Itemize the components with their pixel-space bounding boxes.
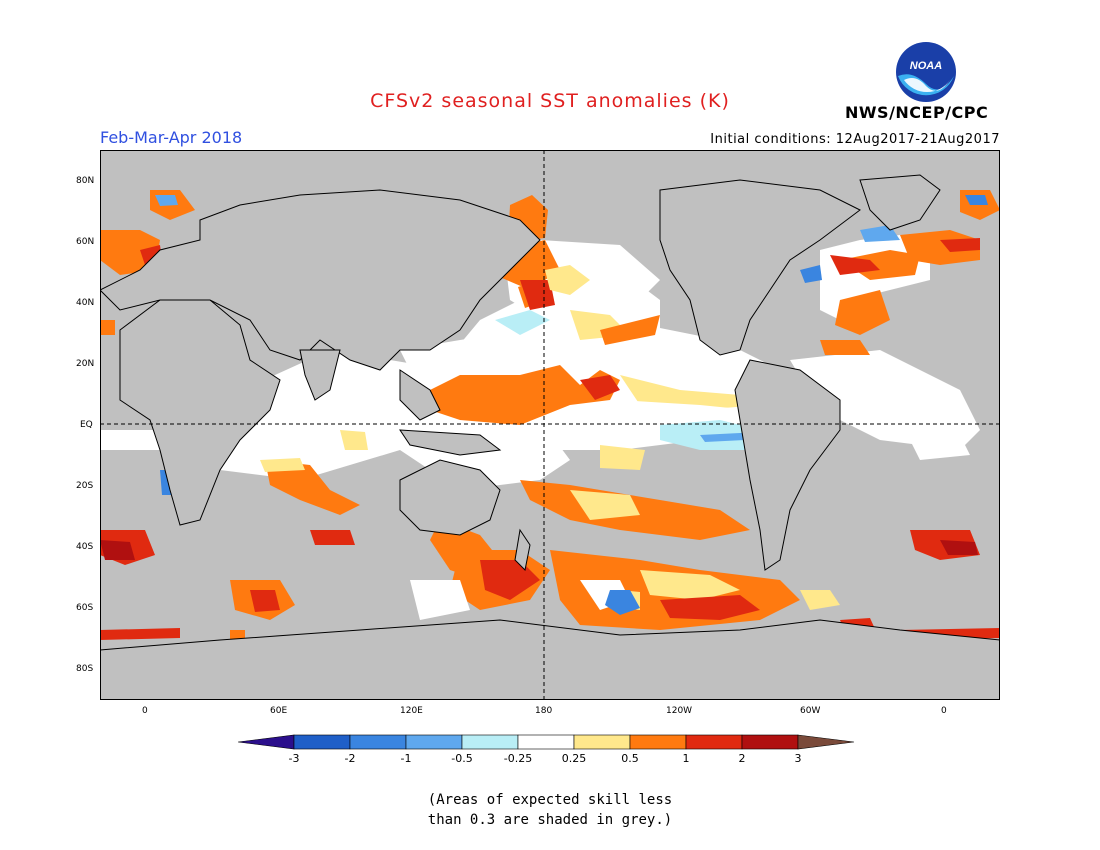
colorbar-swatch: [741, 734, 799, 750]
skill-note: (Areas of expected skill less than 0.3 a…: [0, 790, 1100, 830]
lat-label: 80S: [76, 664, 94, 674]
lon-label: 0: [142, 706, 148, 716]
south-indian-warm: [265, 460, 360, 515]
north-pacific-warm-tongue: [430, 365, 620, 425]
colorbar-label: 1: [682, 752, 690, 765]
skill-note-line2: than 0.3 are shaded in grey.): [427, 812, 673, 828]
map-title: CFSv2 seasonal SST anomalies (K): [370, 90, 730, 112]
colorbar-label: 3: [794, 752, 802, 765]
lat-label: 20S: [76, 481, 94, 491]
lon-label: 120W: [666, 706, 693, 716]
land-masses: [100, 174, 1000, 700]
colorbar-swatch: [573, 734, 631, 750]
colorbar-label: -2: [344, 752, 356, 765]
colorbar-label: -1: [400, 752, 412, 765]
colorbar-max-arrow: [797, 734, 855, 750]
lat-label: EQ: [80, 420, 93, 430]
lat-label: 60S: [76, 603, 94, 613]
colorbar-label: 2: [738, 752, 746, 765]
colorbar-label: 0.25: [561, 752, 587, 765]
colorbar-min-arrow: [238, 734, 295, 750]
noaa-logo-icon: NOAA: [896, 42, 956, 102]
lat-label: 80N: [76, 176, 95, 186]
colorbar-swatch: [405, 734, 463, 750]
colorbar-label: -3: [288, 752, 300, 765]
colorbar-swatch: [461, 734, 519, 750]
forecast-period: Feb-Mar-Apr 2018: [100, 128, 243, 147]
lat-label: 40S: [76, 542, 94, 552]
colorbar-swatch: [685, 734, 743, 750]
lon-label: 180: [535, 706, 553, 716]
skill-note-line1: (Areas of expected skill less: [427, 792, 673, 808]
colorbar: [238, 734, 855, 750]
southern-ocean-cold-spot: [605, 590, 640, 615]
logo-text: NOAA: [910, 60, 942, 72]
colorbar-swatch: [349, 734, 407, 750]
colorbar-label: -0.5: [451, 752, 473, 765]
colorbar-swatch: [629, 734, 687, 750]
colorbar-label: -0.25: [503, 752, 533, 765]
colorbar-swatch: [293, 734, 351, 750]
colorbar-label: 0.5: [621, 752, 639, 765]
lat-label: 60N: [76, 237, 95, 247]
lat-label: 40N: [76, 298, 95, 308]
lat-label: 20N: [76, 359, 95, 369]
nw-pacific-hot: [520, 280, 555, 310]
lon-label: 60W: [800, 706, 821, 716]
tropical-atlantic-neutral: [790, 350, 980, 450]
lon-label: 60E: [270, 706, 288, 716]
lon-label: 120E: [400, 706, 423, 716]
initial-conditions: Initial conditions: 12Aug2017-21Aug2017: [710, 132, 1000, 147]
indian-ocean-neutral: [220, 350, 570, 490]
colorbar-swatch: [517, 734, 575, 750]
sst-anomaly-map: [100, 150, 1000, 700]
agency-label: NWS/NCEP/CPC: [845, 103, 989, 122]
lon-label: 0: [941, 706, 947, 716]
